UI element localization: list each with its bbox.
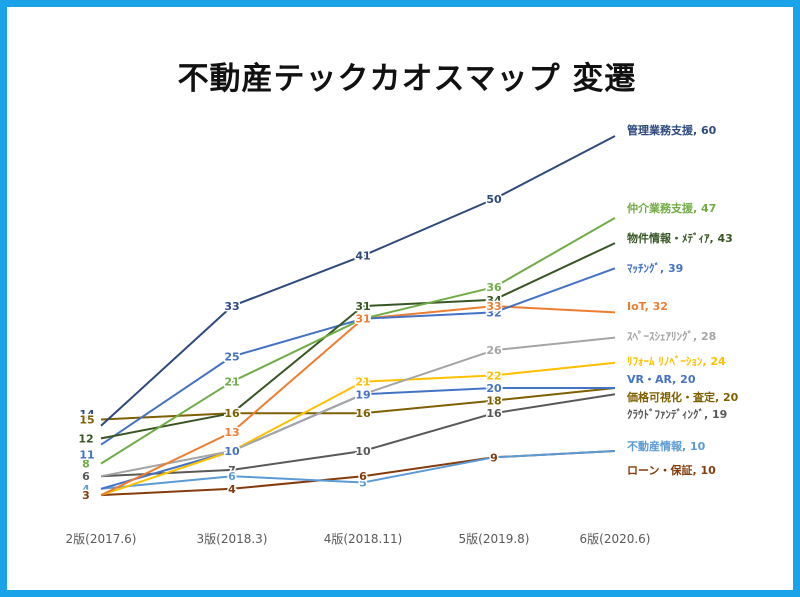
data-label: 20 xyxy=(486,382,502,395)
series-end-label: IoT, 32 xyxy=(627,300,668,313)
series-end-label: 管理業務支援, 60 xyxy=(627,123,717,137)
data-label: 36 xyxy=(486,281,502,294)
data-label: 10 xyxy=(355,445,371,458)
data-label: 5 xyxy=(359,477,367,490)
data-label: 4 xyxy=(228,483,236,496)
data-label: 10 xyxy=(224,445,240,458)
data-label: 8 xyxy=(82,458,90,471)
series-line xyxy=(100,450,616,490)
x-tick-label: 5版(2019.8) xyxy=(459,532,530,546)
data-label: 33 xyxy=(224,300,239,313)
x-tick-label: 6版(2020.6) xyxy=(580,532,651,546)
data-label: 6 xyxy=(82,470,90,483)
data-label: 16 xyxy=(224,407,240,420)
data-label: 41 xyxy=(355,250,370,263)
data-label: 4 xyxy=(82,483,90,496)
series-end-label: 不動産情報, 10 xyxy=(627,439,706,453)
data-label: 33 xyxy=(486,300,501,313)
data-label: 19 xyxy=(355,388,370,401)
series-end-label: ｸﾗｳﾄﾞﾌｧﾝﾃﾞｨﾝｸﾞ, 19 xyxy=(627,407,727,421)
series-end-label: ﾏｯﾁﾝｸﾞ, 39 xyxy=(627,261,683,275)
series-line xyxy=(100,387,615,490)
data-label: 34 xyxy=(486,294,502,307)
data-label: 10 xyxy=(224,445,240,458)
series-line xyxy=(100,393,616,478)
data-label: 15 xyxy=(79,414,94,427)
series-line xyxy=(100,135,616,427)
series-end-label: ローン・保証, 10 xyxy=(627,463,716,477)
data-label: 3 xyxy=(82,489,90,502)
data-label: 32 xyxy=(486,306,501,319)
data-label: 21 xyxy=(224,376,239,389)
data-label: 3 xyxy=(82,489,90,502)
data-label: 19 xyxy=(355,388,370,401)
x-tick-label: 2版(2017.6) xyxy=(66,532,137,546)
data-label: 16 xyxy=(355,407,371,420)
data-label: 31 xyxy=(355,300,370,313)
series-end-label: ｽﾍﾟｰｽｼｪｱﾘﾝｸﾞ, 28 xyxy=(627,329,716,343)
series-end-label: 価格可視化・査定, 20 xyxy=(626,390,739,404)
data-label: 11 xyxy=(79,449,94,462)
series-end-label: VR・AR, 20 xyxy=(627,373,696,386)
data-label: 9 xyxy=(490,451,498,464)
data-label: 3 xyxy=(82,489,90,502)
series-end-label: 仲介業務支援, 47 xyxy=(627,201,716,215)
x-tick-label: 4版(2018.11) xyxy=(324,532,403,546)
data-label: 12 xyxy=(78,432,93,445)
data-label: 31 xyxy=(355,313,370,326)
data-label: 16 xyxy=(486,407,502,420)
data-label: 21 xyxy=(355,376,370,389)
data-label: 33 xyxy=(355,313,370,326)
data-label: 7 xyxy=(228,464,236,477)
data-label: 14 xyxy=(79,408,95,421)
series-line xyxy=(100,217,616,465)
data-label: 18 xyxy=(486,395,501,408)
data-label: 6 xyxy=(82,470,90,483)
data-label: 31 xyxy=(355,313,370,326)
data-label: 16 xyxy=(224,407,240,420)
series-line xyxy=(100,361,616,497)
data-label: 22 xyxy=(486,369,501,382)
data-label: 10 xyxy=(224,445,240,458)
data-label: 13 xyxy=(224,426,239,439)
series-end-label: 物件情報・ﾒﾃﾞｨｱ, 43 xyxy=(627,231,733,245)
data-label: 4 xyxy=(82,483,90,496)
data-label: 25 xyxy=(224,351,239,364)
data-label: 9 xyxy=(490,451,498,464)
series-line xyxy=(100,387,616,421)
data-label: 6 xyxy=(228,470,236,483)
chart-title: 不動産テックカオスマップ 変遷 xyxy=(177,61,637,97)
data-label: 6 xyxy=(359,470,367,483)
series-end-label: ﾘﾌｫｰﾑ ﾘﾉﾍﾞｰｼｮﾝ, 24 xyxy=(627,354,726,368)
x-tick-label: 3版(2018.3) xyxy=(197,532,268,546)
series-line xyxy=(100,336,616,478)
data-label: 26 xyxy=(486,344,502,357)
series-line xyxy=(100,242,616,440)
data-label: 50 xyxy=(486,193,502,206)
